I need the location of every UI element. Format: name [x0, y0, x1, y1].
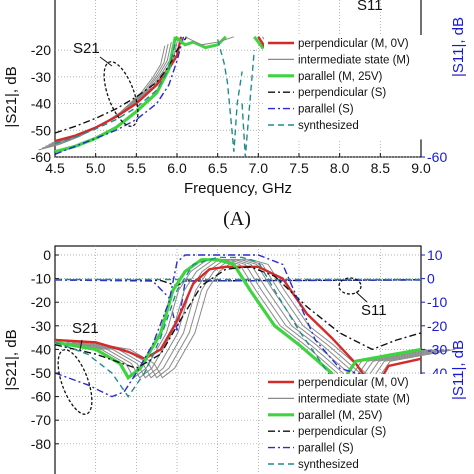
legend-label-perpendicular-m-0v: perpendicular (M, 0V): [298, 38, 409, 50]
x-tick-label: 5.0: [86, 160, 106, 176]
y-tick-label-right: -10: [427, 294, 447, 310]
s21-marker-ellipse: [103, 61, 139, 127]
x-tick-label: 7.5: [289, 160, 309, 176]
y-tick-label-left: -20: [31, 42, 51, 58]
y-axis-left-label: |S21|, dB: [3, 66, 20, 127]
s11-marker-ellipse: [338, 277, 362, 295]
s11-curve: [54, 279, 422, 331]
y-axis-left-label: |S21|, dB: [3, 329, 20, 390]
x-axis-label: Frequency, GHz: [184, 180, 292, 197]
x-tick-label: 5.5: [127, 160, 147, 176]
s21-annotation: S21: [73, 40, 100, 57]
x-tick-label: 8.5: [371, 160, 391, 176]
series-parallel-s: [54, 254, 422, 398]
y-tick-label-left: -40: [31, 96, 51, 112]
s21-marker-ellipse: [57, 349, 93, 415]
y-tick-label-left: -50: [31, 122, 51, 138]
legend-label-perpendicular-s: perpendicular (S): [298, 426, 386, 438]
series-synthesized: [54, 36, 178, 145]
passband-curve: [217, 39, 243, 152]
y-tick-label-left: -30: [31, 318, 51, 334]
y-tick-label-right: 10: [427, 247, 443, 263]
y-tick-label-left: -70: [31, 412, 51, 428]
passband-curve: [184, 36, 235, 46]
legend-box: [264, 374, 450, 474]
y-tick-label-right: -60: [427, 149, 447, 165]
x-tick-label: 9.0: [411, 160, 431, 176]
y-tick-label-left: -20: [31, 294, 51, 310]
legend-label-perpendicular-s: perpendicular (S): [298, 87, 386, 99]
s11-annotation: S11: [361, 302, 387, 319]
y-axis-right-label: |S11|, dB: [450, 17, 467, 77]
y-tick-label-left: -60: [31, 149, 51, 165]
s11-annotation: S11: [357, 0, 383, 14]
x-tick-label: 8.0: [330, 160, 350, 176]
x-tick-label: 7.0: [249, 160, 269, 176]
s11-pointer-line: [355, 291, 368, 303]
s21-pointer-line: [99, 56, 113, 67]
y-tick-label-right: -30: [427, 341, 447, 357]
legend-label-parallel-m-25v: parallel (M, 25V): [298, 71, 383, 83]
panel-a: 4.5 5.0 5.5 6.0 6.5 7.0 7.5 8.0 8.5 9.0 -20 -30 -40 -…: [3, 0, 467, 230]
panel-a-caption: (A): [223, 208, 251, 230]
s21-pointer-line: [79, 339, 83, 351]
legend-label-synthesized: synthesized: [298, 120, 359, 132]
legend-label-intermediate-state-m: intermediate state (M): [298, 393, 410, 405]
x-tick-label: 6.5: [208, 160, 228, 176]
y-tick-label-left: -50: [31, 365, 51, 381]
y-tick-label-left: -40: [31, 341, 51, 357]
series-perpendicular-m-0v: [54, 36, 183, 143]
series-parallel-s: [54, 36, 185, 155]
s21-annotation: S21: [72, 320, 99, 337]
panel-b: 0-10-20-30-40-50-60-70-80100-10-20-30-40…: [3, 245, 467, 474]
legend-box: [264, 35, 450, 140]
y-tick-label-left: -30: [31, 69, 51, 85]
y-tick-label-left: 0: [43, 247, 51, 263]
y-tick-label-right: -20: [427, 318, 447, 334]
y-axis-right-label: |S11|, dB: [450, 340, 467, 400]
legend: perpendicular (M, 0V) intermediate state …: [264, 35, 450, 140]
legend-label-perpendicular-m-0v: perpendicular (M, 0V): [298, 377, 409, 389]
legend-label-parallel-m-25v: parallel (M, 25V): [298, 410, 383, 422]
legend-label-intermediate-state-m: intermediate state (M): [298, 54, 410, 66]
legend-label-parallel-s: parallel (S): [298, 104, 354, 116]
y-tick-label-right: 0: [427, 271, 435, 287]
legend-label-parallel-s: parallel (S): [298, 443, 354, 455]
passband-curve: [241, 50, 255, 158]
x-tick-label: 4.5: [45, 160, 65, 176]
series-intermediate-state-m: [38, 45, 166, 151]
x-tick-label: 6.0: [167, 160, 187, 176]
y-tick-label-left: -60: [31, 389, 51, 405]
series-perpendicular-s: [54, 36, 188, 134]
legend-label-synthesized: synthesized: [298, 459, 359, 471]
y-tick-label-left: -10: [31, 271, 51, 287]
legend: perpendicular (M, 0V) intermediate state …: [264, 374, 450, 474]
y-tick-label-left: -80: [31, 436, 51, 452]
